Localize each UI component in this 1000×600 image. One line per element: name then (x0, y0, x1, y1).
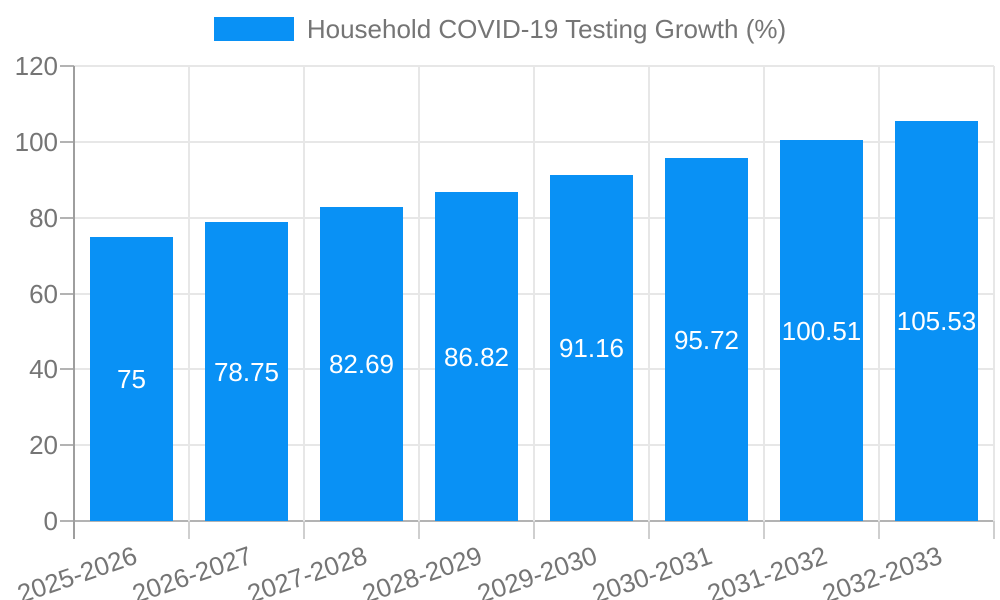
y-tick-label: 40 (29, 354, 58, 385)
gridline-vertical (533, 66, 535, 521)
bar-value-label: 82.69 (328, 349, 395, 379)
gridline-vertical (648, 66, 650, 521)
x-tick-label: 2027-2028 (243, 540, 371, 600)
bar-value-label: 78.75 (213, 356, 280, 387)
y-axis-tick (60, 292, 74, 295)
bar-2028-2029[interactable]: 86.82 (435, 192, 518, 521)
x-tick-label: 2026-2027 (128, 540, 256, 600)
legend-label: Household COVID-19 Testing Growth (%) (306, 14, 787, 44)
gridline-vertical (303, 66, 305, 521)
x-tick-label: 2029-2030 (473, 540, 601, 600)
gridline-vertical (418, 66, 420, 521)
bar-2029-2030[interactable]: 91.16 (550, 175, 633, 521)
x-tick-label: 2032-2033 (818, 540, 946, 600)
bar-2030-2031[interactable]: 95.72 (665, 158, 748, 521)
y-axis-tick (60, 444, 74, 447)
bar-value-label: 75 (117, 364, 146, 394)
x-axis-baseline (60, 520, 994, 522)
legend-swatch-icon[interactable] (213, 17, 294, 41)
x-axis-tick (188, 521, 190, 539)
y-tick-label: 120 (14, 51, 58, 81)
y-tick-label: 20 (29, 430, 58, 461)
gridline-vertical (993, 66, 995, 521)
y-tick-label: 100 (14, 126, 58, 157)
y-tick-label: 80 (29, 202, 58, 233)
y-axis-tick (60, 368, 74, 371)
y-tick-label: 60 (29, 278, 58, 309)
y-axis-tick (60, 216, 74, 219)
x-axis-tick (763, 521, 765, 539)
bar-value-label: 86.82 (443, 341, 510, 372)
bar-value-label: 100.51 (781, 315, 862, 346)
x-axis-tick (878, 521, 880, 539)
x-axis-tick (418, 521, 420, 539)
x-axis-tick (993, 521, 995, 539)
legend: Household COVID-19 Testing Growth (%) (0, 14, 1000, 44)
y-axis-line (73, 66, 75, 539)
bar-2026-2027[interactable]: 78.75 (205, 222, 288, 521)
gridline-vertical (763, 66, 765, 521)
x-tick-label: 2025-2026 (13, 540, 141, 600)
x-tick-label: 2030-2031 (588, 540, 716, 600)
bar-value-label: 91.16 (558, 333, 625, 363)
bar-2032-2033[interactable]: 105.53 (895, 121, 978, 521)
y-tick-label: 0 (43, 506, 58, 536)
x-tick-label: 2028-2029 (358, 540, 486, 600)
x-axis-tick (533, 521, 535, 539)
x-axis-tick (303, 521, 305, 539)
bar-2031-2032[interactable]: 100.51 (780, 140, 863, 521)
bar-value-label: 95.72 (673, 324, 740, 355)
y-axis-tick (60, 65, 74, 67)
x-tick-label: 2031-2032 (703, 540, 831, 600)
plot-area: 0 20 40 60 80 100 120 75 78.75 82.69 86.82 91.16 95.… (14, 53, 995, 600)
gridline-vertical (878, 66, 880, 521)
bar-2025-2026[interactable]: 75 (90, 237, 173, 521)
gridline-vertical (188, 66, 190, 521)
bar-2027-2028[interactable]: 82.69 (320, 207, 403, 521)
bar-value-label: 105.53 (896, 306, 977, 336)
x-axis-tick (648, 521, 650, 539)
y-axis-tick (60, 140, 74, 143)
